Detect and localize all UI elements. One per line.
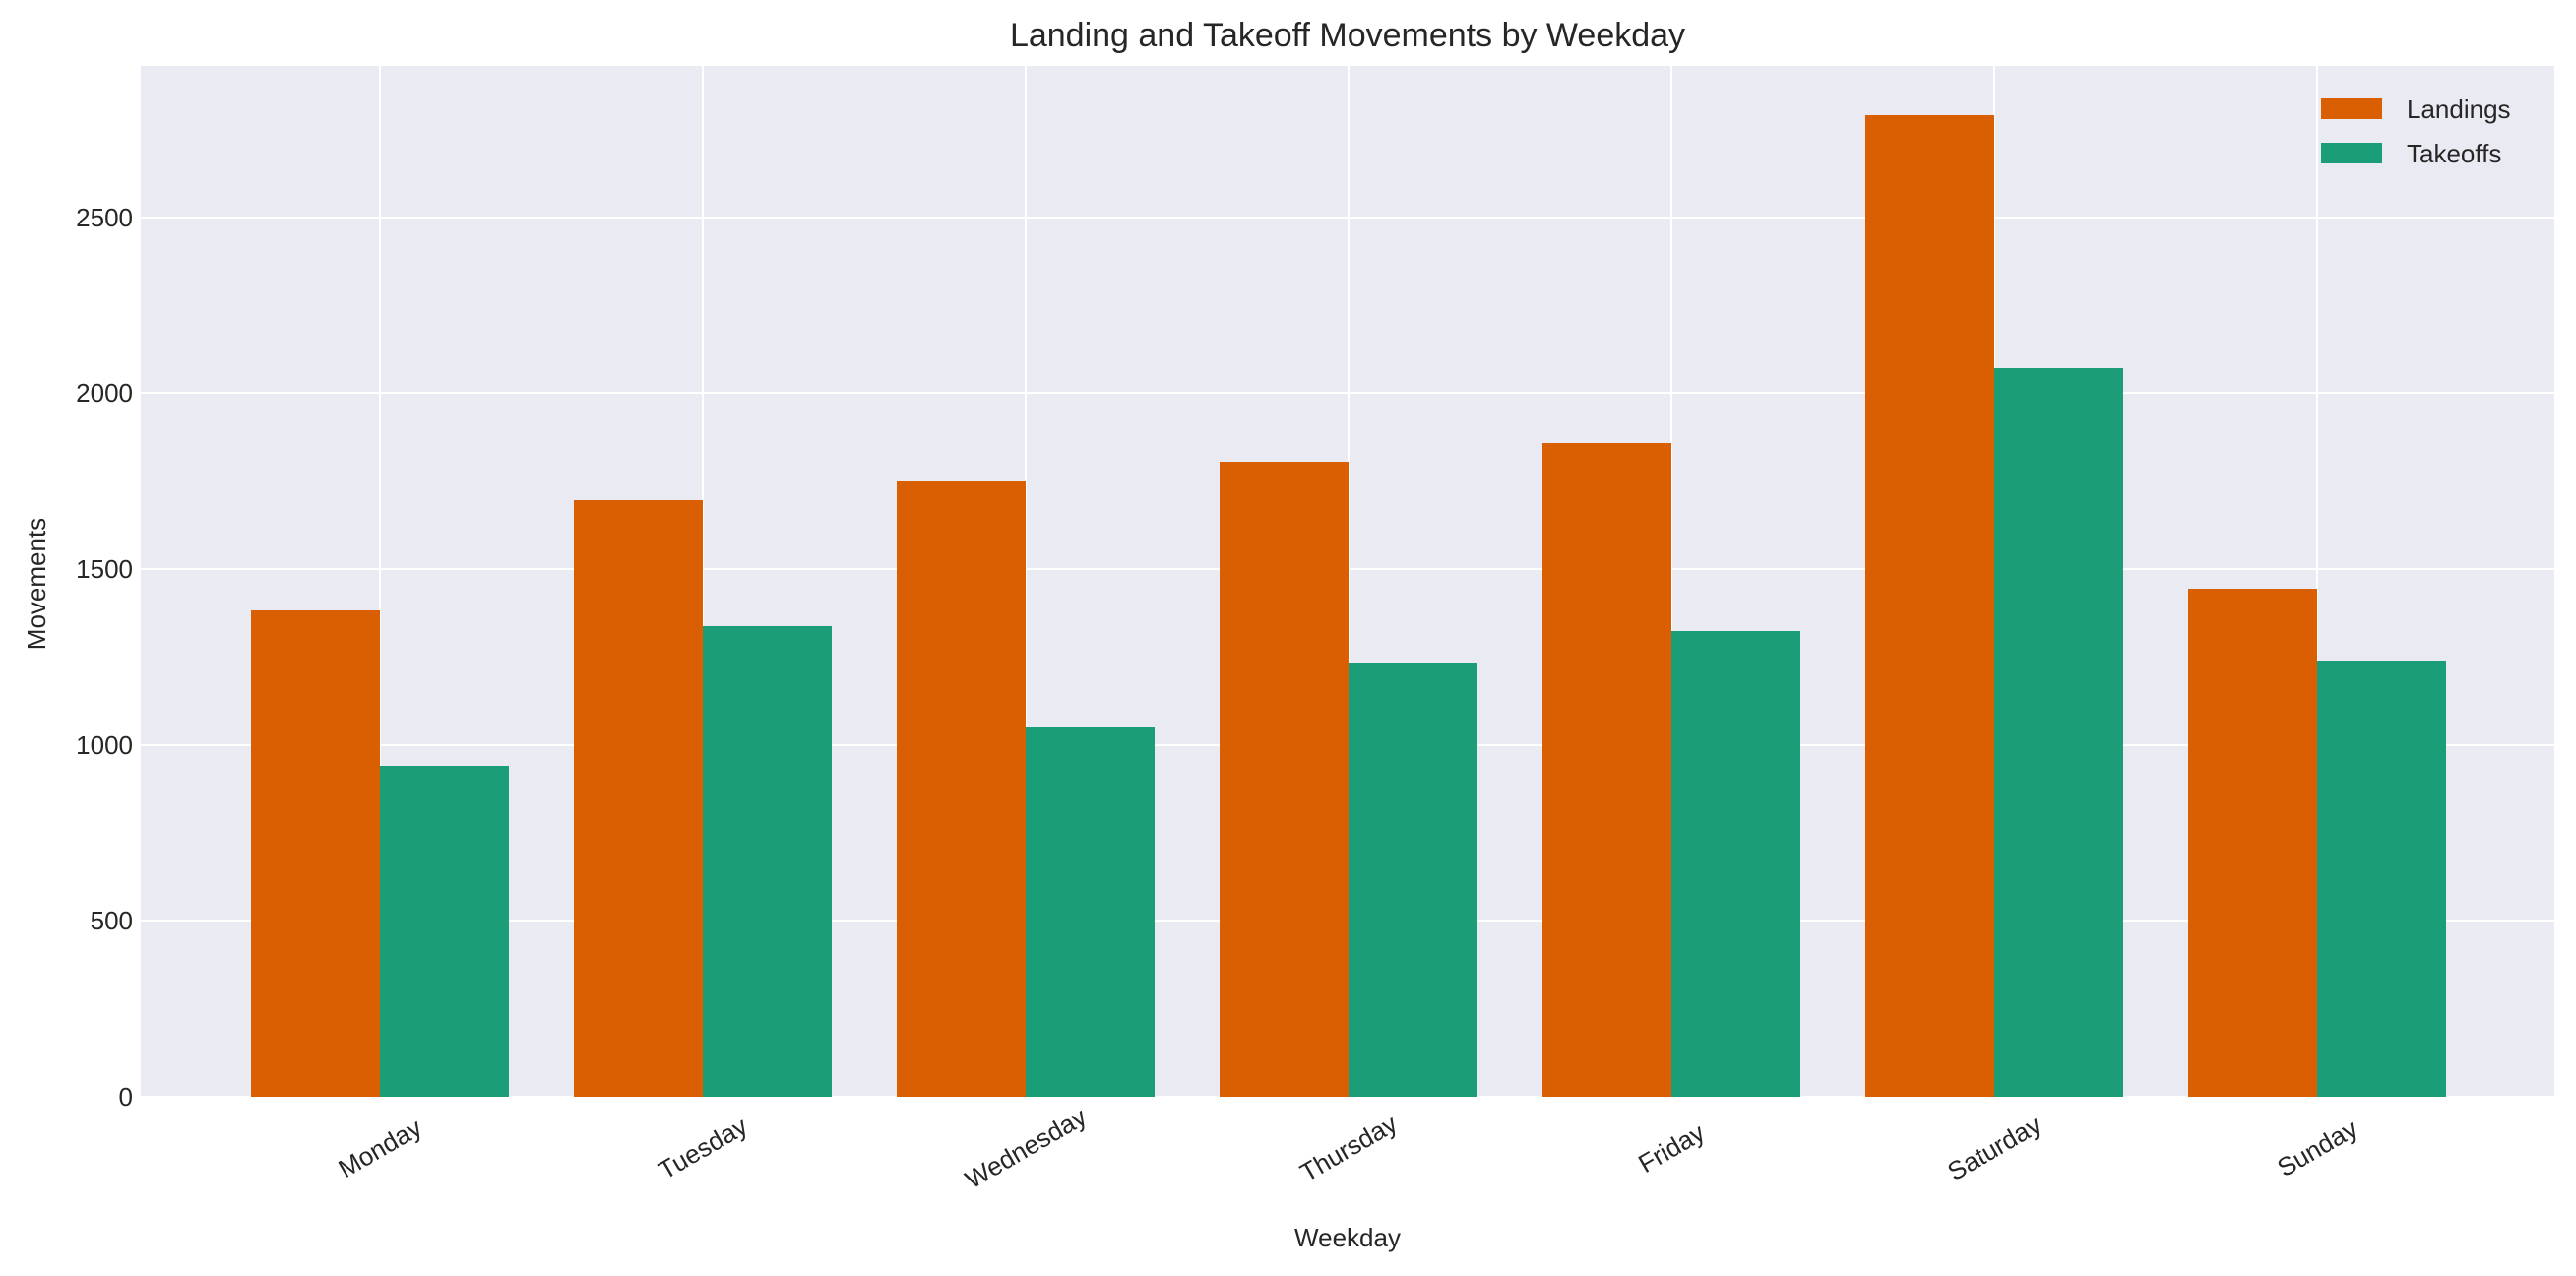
x-gridline [1670, 66, 1672, 1097]
legend-item-takeoffs: Takeoffs [2321, 131, 2511, 175]
x-gridline [1348, 66, 1350, 1097]
y-tick-label: 0 [118, 1082, 133, 1112]
bar-takeoffs-friday [1671, 630, 1800, 1097]
x-tick-label: Friday [1633, 1116, 1710, 1180]
x-tick-label: Tuesday [653, 1111, 753, 1185]
x-gridline [1025, 66, 1027, 1097]
bar-landings-monday [251, 609, 380, 1097]
x-axis-label: Weekday [1294, 1223, 1401, 1252]
bar-landings-saturday [1865, 115, 1994, 1097]
x-gridline [702, 66, 704, 1097]
y-tick-label: 1500 [76, 553, 133, 584]
plot-area [141, 66, 2554, 1097]
bar-landings-sunday [2188, 589, 2317, 1097]
y-tick-label: 2500 [76, 202, 133, 232]
legend-label-landings: Landings [2407, 94, 2511, 124]
legend-item-landings: Landings [2321, 87, 2511, 131]
chart-title: Landing and Takeoff Movements by Weekday [1009, 17, 1686, 54]
y-tick-label: 500 [90, 906, 133, 936]
x-tick-label: Wednesday [960, 1101, 1092, 1195]
x-tick-label: Monday [333, 1112, 427, 1184]
y-axis-label: Movements [22, 517, 51, 651]
legend-swatch-takeoffs-icon [2321, 143, 2382, 163]
bar-takeoffs-thursday [1349, 663, 1477, 1097]
legend-swatch-landings-icon [2321, 98, 2382, 119]
bar-landings-wednesday [897, 481, 1026, 1097]
x-tick-label: Saturday [1942, 1109, 2046, 1187]
x-tick-label: Sunday [2272, 1113, 2362, 1183]
x-gridline [379, 66, 381, 1097]
bar-takeoffs-saturday [1994, 367, 2123, 1097]
bar-takeoffs-monday [380, 766, 509, 1097]
x-tick-label: Thursday [1294, 1108, 1403, 1188]
bar-landings-thursday [1220, 462, 1349, 1097]
legend-label-takeoffs: Takeoffs [2407, 138, 2502, 168]
x-gridline [2316, 66, 2318, 1097]
bar-landings-friday [1542, 443, 1671, 1097]
bar-takeoffs-sunday [2317, 660, 2446, 1097]
y-tick-label: 2000 [76, 378, 133, 409]
y-tick-label: 1000 [76, 730, 133, 760]
bar-takeoffs-wednesday [1026, 727, 1155, 1097]
bar-takeoffs-tuesday [703, 625, 832, 1097]
bar-landings-tuesday [574, 499, 703, 1097]
legend: Landings Takeoffs [2321, 87, 2511, 175]
